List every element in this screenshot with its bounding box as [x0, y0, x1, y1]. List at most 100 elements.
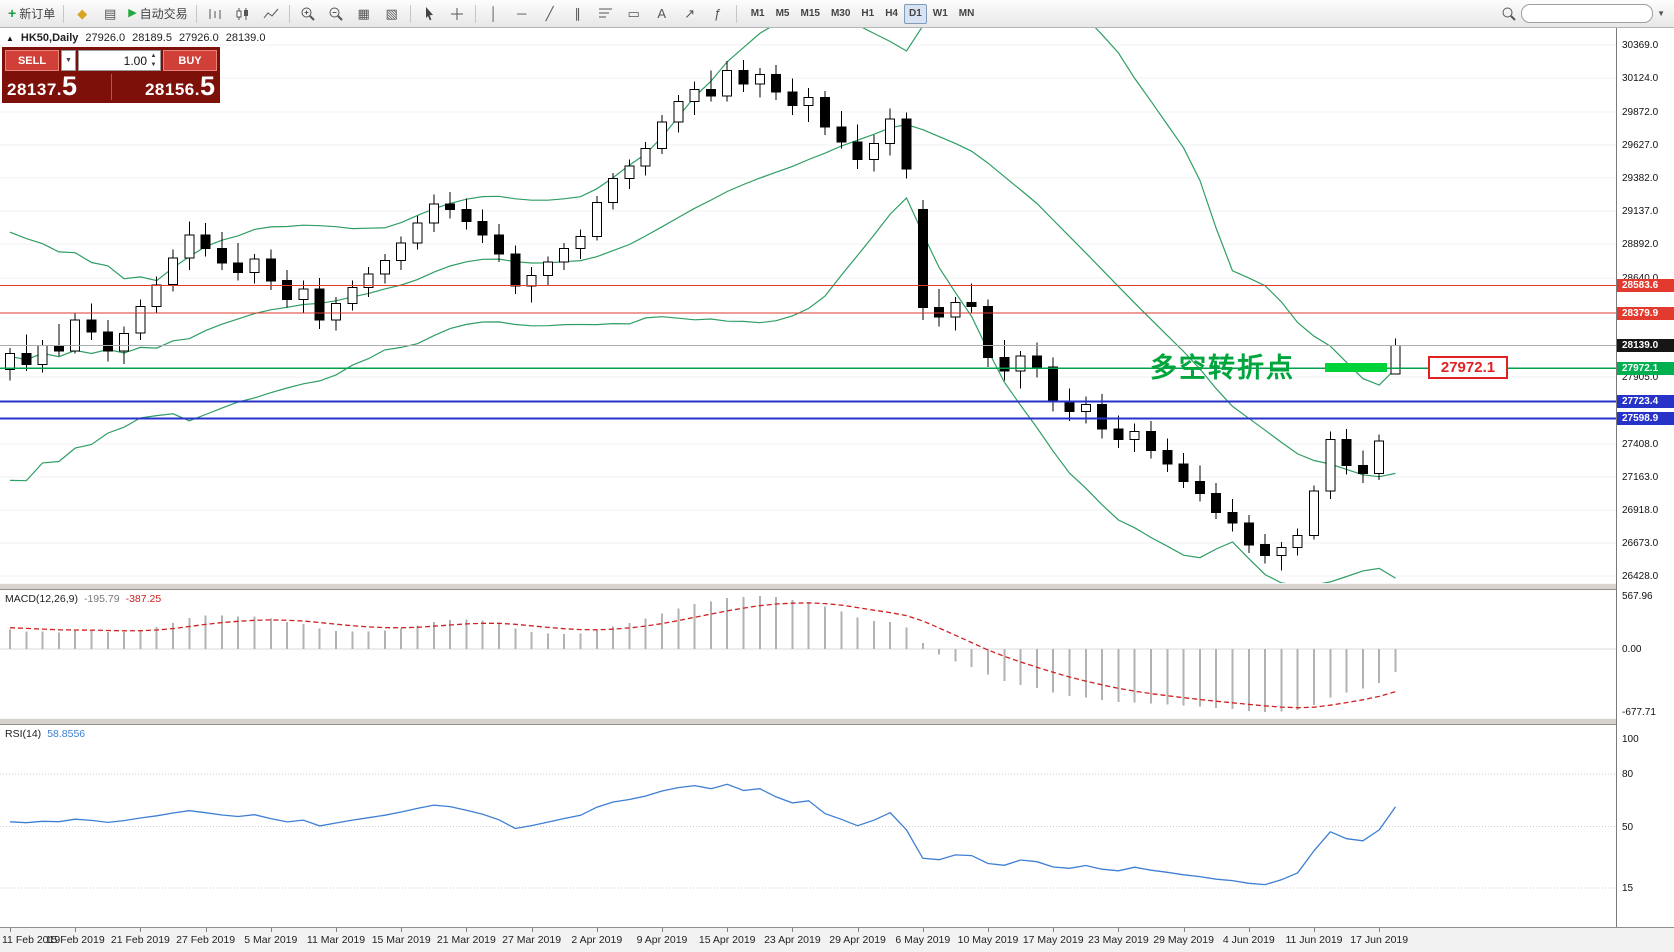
main-chart-panel[interactable]: ▲ HK50,Daily 27926.0 28189.5 27926.0 281…	[0, 28, 1616, 583]
bar-chart-button[interactable]	[202, 3, 228, 25]
rsi-panel[interactable]: RSI(14) 58.8556	[0, 725, 1616, 927]
search-input[interactable]	[1521, 4, 1654, 23]
vertical-line-icon: │	[489, 6, 498, 21]
candle	[412, 216, 423, 250]
new-order-label: 新订单	[19, 7, 56, 21]
time-axis-label: 11 Feb 2019	[2, 934, 61, 946]
candle	[102, 319, 113, 362]
time-tick	[922, 928, 924, 932]
text-tool-button[interactable]: A	[649, 3, 675, 25]
fibonacci-tool-button[interactable]	[593, 3, 619, 25]
sell-button[interactable]: SELL	[5, 50, 59, 71]
chart-macd-divider[interactable]	[0, 583, 1674, 590]
candle	[445, 191, 456, 219]
timeframe-m5[interactable]: M5	[775, 8, 790, 19]
sell-price-pip: 5	[62, 71, 78, 101]
macd-panel[interactable]: MACD(12,26,9) -195.79 -387.25	[0, 590, 1616, 718]
profiles-button[interactable]: ▤	[97, 3, 123, 25]
timeframe-m15[interactable]: M15	[800, 8, 820, 19]
candle	[282, 269, 293, 308]
shapes-tool-button[interactable]: ▭	[621, 3, 647, 25]
volume-down-icon[interactable]: ▼	[150, 62, 157, 68]
candle	[608, 172, 619, 210]
tile-windows-button[interactable]: ▦	[351, 3, 377, 25]
vertical-line-tool-button[interactable]: │	[481, 3, 507, 25]
candlestick-chart-button[interactable]	[230, 3, 256, 25]
volume-up-icon[interactable]: ▲	[150, 53, 157, 59]
trade-buttons-row: SELL ▼ 1.00 ▲ ▼ BUY	[5, 50, 217, 71]
candle	[331, 296, 341, 331]
time-axis-label: 4 Jun 2019	[1222, 934, 1275, 946]
time-axis-label: 2 Apr 2019	[571, 934, 623, 946]
candle	[934, 288, 945, 327]
shapes-icon: ▭	[627, 6, 640, 21]
cursor-button[interactable]	[416, 3, 442, 25]
line-chart-icon	[263, 8, 279, 18]
candle	[999, 340, 1010, 381]
timeframe-h4[interactable]: H4	[885, 8, 898, 19]
time-tick	[792, 928, 794, 932]
time-tick	[1118, 928, 1120, 932]
candle	[477, 209, 488, 243]
rsi-name: RSI(14)	[5, 728, 42, 740]
price-tag: 27723.4	[1617, 395, 1674, 408]
zoom-in-button[interactable]	[295, 3, 321, 25]
macd-rsi-divider[interactable]	[0, 718, 1674, 725]
pivot-annotation-text: 多空转折点	[1150, 353, 1295, 383]
crosshair-button[interactable]	[444, 3, 470, 25]
macd-signal-value: -387.25	[125, 593, 162, 605]
timeframe-m30[interactable]: M30	[830, 8, 851, 19]
time-axis-label: 11 Jun 2019	[1285, 934, 1343, 946]
ohlc-high: 28189.5	[132, 32, 172, 44]
main-chart-svg[interactable]	[0, 28, 1616, 583]
time-axis-label: 10 May 2019	[957, 934, 1019, 946]
candle	[5, 348, 15, 381]
candle	[559, 243, 570, 270]
buy-button[interactable]: BUY	[163, 50, 217, 71]
trendline-tool-button[interactable]: ╱	[537, 3, 563, 25]
zoom-out-button[interactable]	[323, 3, 349, 25]
volume-stepper[interactable]: ▲ ▼	[148, 52, 159, 69]
candle	[738, 59, 749, 93]
timeframe-m1[interactable]: M1	[750, 8, 765, 19]
macd-axis-label: 567.96	[1622, 591, 1653, 602]
cascade-windows-button[interactable]: ▧	[379, 3, 405, 25]
time-axis-label: 21 Feb 2019	[110, 934, 170, 946]
horizontal-line-tool-button[interactable]: ─	[509, 3, 535, 25]
candle	[494, 224, 504, 262]
time-axis[interactable]: 11 Feb 2019 15 Feb 2019 21 Feb 2019 27 Feb …	[0, 927, 1674, 952]
timeframe-mn[interactable]: MN	[958, 8, 975, 19]
price-axis[interactable]: 30369.0 30124.0 29872.0 29627.0 29382.0 29137…	[1616, 28, 1674, 927]
arrows-tool-button[interactable]: ↗	[677, 3, 703, 25]
candle	[1243, 515, 1254, 553]
timeframe-w1[interactable]: W1	[932, 8, 948, 19]
new-chart-button[interactable]: ◆	[69, 3, 95, 25]
price-axis-tick: 29137.0	[1622, 206, 1659, 218]
indicators-button[interactable]: ƒ	[705, 3, 731, 25]
channel-tool-button[interactable]: ∥	[565, 3, 591, 25]
rsi-axis-label: 15	[1622, 882, 1634, 894]
toolbar-separator	[474, 4, 476, 23]
candle	[591, 195, 602, 241]
autotrading-button[interactable]: ▶ 自动交易	[125, 3, 190, 25]
candle	[1194, 465, 1205, 502]
timeframe-d1[interactable]: D1	[904, 3, 927, 24]
search-options-icon[interactable]: ▼	[1657, 9, 1665, 18]
volume-dropdown-button[interactable]: ▼	[61, 50, 76, 71]
line-chart-button[interactable]	[258, 3, 284, 25]
one-click-collapse-icon[interactable]: ▲	[6, 33, 14, 43]
new-order-button[interactable]: + 新订单	[5, 3, 58, 25]
pivot-highlight-segment[interactable]	[1325, 363, 1387, 372]
timeframe-h1[interactable]: H1	[861, 8, 875, 19]
rsi-axis-label: 80	[1622, 769, 1634, 780]
candle	[265, 249, 276, 291]
macd-svg	[0, 596, 1616, 712]
bollinger-middle-band	[9, 123, 1396, 478]
one-click-trading-panel: SELL ▼ 1.00 ▲ ▼ BUY 28137. 5 28156. 5	[2, 47, 220, 103]
time-axis-label: 17 May 2019	[1022, 934, 1084, 946]
buy-price: 28156. 5	[145, 73, 215, 100]
time-tick	[466, 928, 468, 932]
candle	[1211, 482, 1222, 520]
volume-input[interactable]: 1.00 ▲ ▼	[78, 50, 161, 71]
macd-axis-label: 0.00	[1622, 643, 1642, 655]
